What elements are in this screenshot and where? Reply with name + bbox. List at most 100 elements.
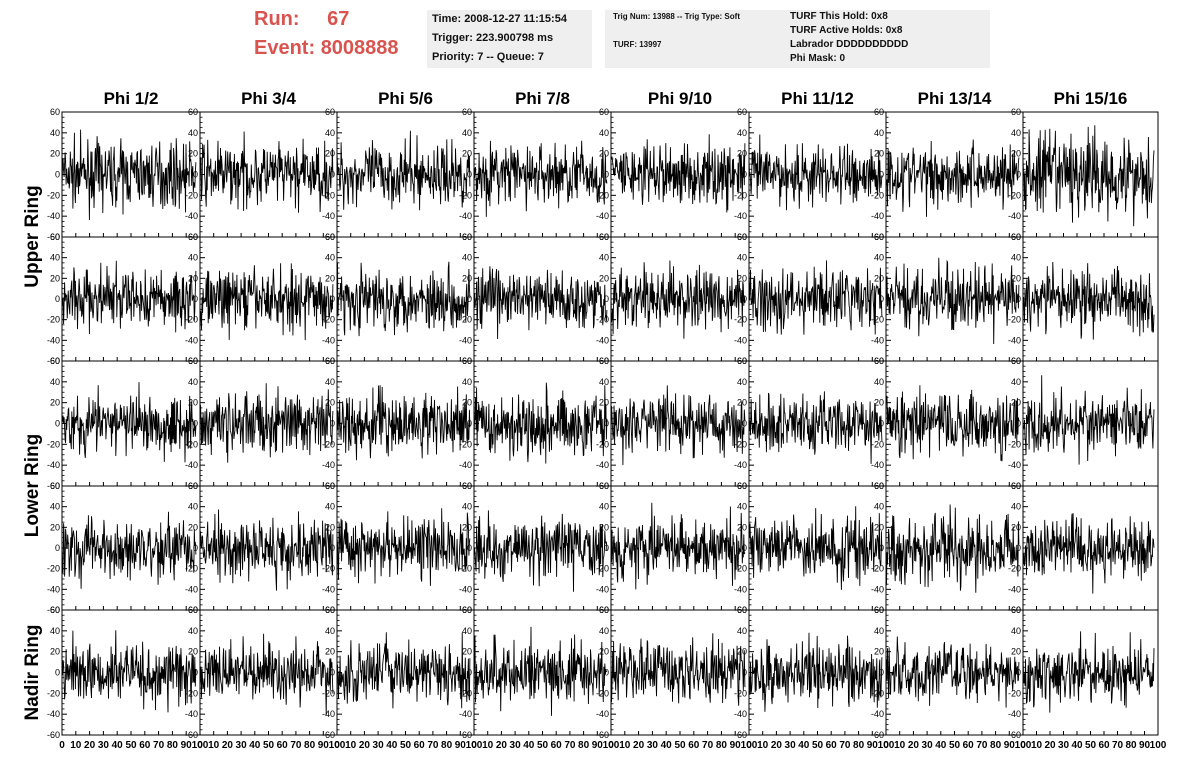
y-tick-label: 0 <box>55 419 60 429</box>
y-tick-label: -20 <box>871 190 884 200</box>
y-tick-label: -60 <box>734 730 747 740</box>
y-tick-label: -20 <box>322 688 335 698</box>
x-tick-label: 90 <box>867 740 879 751</box>
y-tick-label: 0 <box>604 170 609 180</box>
y-tick-label: 40 <box>1011 377 1021 387</box>
y-tick-label: 60 <box>188 605 198 615</box>
y-tick-label: -60 <box>322 730 335 740</box>
waveform-trace <box>1022 631 1155 713</box>
y-tick-label: 40 <box>462 128 472 138</box>
y-tick-label: 20 <box>325 149 335 159</box>
y-tick-label: -60 <box>47 730 60 740</box>
y-tick-label: -40 <box>47 584 60 594</box>
y-tick-label: 20 <box>737 647 747 657</box>
x-tick-label: 20 <box>633 740 645 751</box>
y-tick-label: 40 <box>50 626 60 636</box>
waveform-trace <box>748 391 883 464</box>
x-tick-label: 80 <box>990 740 1002 751</box>
y-tick-label: 20 <box>462 149 472 159</box>
y-tick-label: -20 <box>596 315 609 325</box>
y-tick-label: 0 <box>55 294 60 304</box>
x-tick-label: 30 <box>1058 740 1070 751</box>
waveform-trace <box>1022 375 1155 465</box>
waveform-trace <box>61 382 197 463</box>
y-tick-label: 40 <box>188 626 198 636</box>
waveform-trace <box>610 134 746 213</box>
waveform-trace <box>473 382 608 464</box>
y-tick-label: -20 <box>47 315 60 325</box>
y-tick-label: 0 <box>467 170 472 180</box>
y-tick-label: 60 <box>1011 481 1021 491</box>
x-tick-label: 0 <box>746 740 752 751</box>
y-tick-label: 60 <box>188 356 198 366</box>
y-tick-label: 20 <box>737 149 747 159</box>
y-tick-label: 0 <box>742 170 747 180</box>
y-tick-label: 60 <box>188 481 198 491</box>
row-title: Nadir Ring <box>22 624 43 720</box>
y-tick-label: -20 <box>322 190 335 200</box>
y-tick-label: 40 <box>325 253 335 263</box>
y-tick-label: -40 <box>871 460 884 470</box>
y-tick-label: -40 <box>1008 709 1021 719</box>
x-tick-label: 0 <box>471 740 477 751</box>
y-tick-label: 0 <box>879 668 884 678</box>
y-tick-label: 20 <box>325 398 335 408</box>
x-tick-label: 90 <box>1004 740 1016 751</box>
x-tick-label: 20 <box>1044 740 1056 751</box>
y-tick-label: 20 <box>874 149 884 159</box>
y-tick-label: 0 <box>193 170 198 180</box>
x-tick-label: 90 <box>592 740 604 751</box>
y-tick-label: -20 <box>47 190 60 200</box>
y-tick-label: 0 <box>467 668 472 678</box>
y-tick-label: -60 <box>185 730 198 740</box>
waveform-trace <box>473 626 608 716</box>
y-tick-label: 20 <box>50 273 60 283</box>
y-tick-label: 40 <box>599 377 609 387</box>
event-value: 8008888 <box>320 37 399 59</box>
y-tick-label: -20 <box>596 190 609 200</box>
y-tick-label: 60 <box>462 356 472 366</box>
y-tick-label: 60 <box>325 107 335 117</box>
y-tick-label: 20 <box>874 273 884 283</box>
trig-info-box: Trig Num: 13988 -- Trig Type: Soft TURF:… <box>605 10 773 68</box>
y-tick-label: 60 <box>188 232 198 242</box>
x-tick-label: 100 <box>192 740 209 751</box>
y-tick-label: -40 <box>47 335 60 345</box>
y-tick-label: 40 <box>737 377 747 387</box>
x-tick-label: 30 <box>98 740 110 751</box>
y-tick-label: -40 <box>459 584 472 594</box>
y-tick-label: 60 <box>188 107 198 117</box>
y-tick-label: 40 <box>325 377 335 387</box>
x-tick-label: 80 <box>1125 740 1137 751</box>
y-tick-label: -60 <box>47 605 60 615</box>
x-tick-label: 20 <box>84 740 96 751</box>
y-tick-label: 60 <box>737 107 747 117</box>
waveform-trace <box>336 385 471 461</box>
y-tick-label: -20 <box>322 315 335 325</box>
y-tick-label: -20 <box>734 190 747 200</box>
x-tick-label: 30 <box>510 740 522 751</box>
y-tick-label: 0 <box>604 543 609 553</box>
y-tick-label: -40 <box>734 709 747 719</box>
x-tick-label: 60 <box>826 740 838 751</box>
x-tick-label: 100 <box>1015 740 1032 751</box>
y-tick-label: -40 <box>322 709 335 719</box>
waveform-trace <box>885 636 1020 708</box>
x-tick-label: 100 <box>603 740 620 751</box>
column-title: Phi 15/16 <box>1054 89 1128 108</box>
y-tick-label: 40 <box>188 502 198 512</box>
y-tick-label: 60 <box>325 232 335 242</box>
y-tick-label: 20 <box>462 273 472 283</box>
y-tick-label: 20 <box>50 398 60 408</box>
y-tick-label: 20 <box>188 273 198 283</box>
x-tick-label: 20 <box>222 740 234 751</box>
y-tick-label: -20 <box>459 564 472 574</box>
y-tick-label: 20 <box>462 522 472 532</box>
y-tick-label: 60 <box>462 107 472 117</box>
y-tick-label: 20 <box>737 273 747 283</box>
y-tick-label: -20 <box>1008 315 1021 325</box>
y-tick-label: -40 <box>322 584 335 594</box>
y-tick-label: -40 <box>596 709 609 719</box>
x-tick-label: 80 <box>304 740 316 751</box>
turf-active-holds-text: TURF Active Holds: 0x8 <box>790 25 903 36</box>
